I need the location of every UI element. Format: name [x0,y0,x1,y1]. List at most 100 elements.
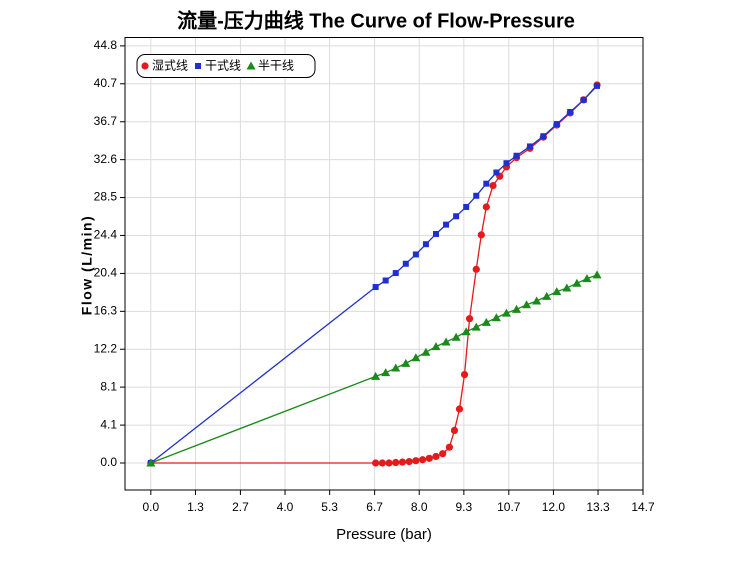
data-point [372,284,379,291]
data-point [405,458,413,466]
y-tick-label: 32.6 [94,152,118,166]
data-point [391,363,401,372]
data-point [580,96,587,103]
legend-label: 干式线 [205,59,241,73]
data-point [382,277,389,284]
data-point [371,371,381,380]
data-point [482,203,490,211]
x-tick-label: 9.3 [456,500,473,514]
x-axis-label: Pressure (bar) [336,526,432,543]
y-tick-label: 36.7 [94,114,118,128]
data-point [422,241,429,248]
legend-marker [141,62,149,70]
data-point [594,82,601,89]
x-tick-label: 10.7 [497,500,521,514]
data-point [433,230,440,237]
data-point [450,426,459,435]
data-point [471,322,481,331]
data-point [392,270,399,277]
data-point [451,332,461,341]
data-point [381,368,391,377]
data-point [472,265,480,273]
data-point [460,370,469,379]
data-point [501,308,511,317]
data-point [461,327,471,336]
y-tick-label: 44.8 [94,38,118,52]
x-tick-label: 5.3 [321,500,338,514]
x-tick-label: 1.3 [187,500,204,514]
x-tick-label: 14.7 [631,500,655,514]
series-line [150,85,598,464]
data-point [463,203,470,210]
data-point [562,283,572,292]
data-point [489,181,497,190]
y-tick-label: 16.3 [94,303,118,317]
legend-label: 半干线 [258,59,294,73]
data-point [443,221,450,228]
data-point [552,287,562,296]
legend-box [136,54,316,78]
data-point [418,456,427,464]
data-point [378,459,386,467]
y-tick-label: 4.1 [100,417,117,431]
x-tick-label: 6.7 [366,500,383,514]
data-point [477,231,485,239]
data-point [542,291,552,300]
data-point [522,300,532,309]
y-tick-label: 12.2 [94,341,118,355]
data-point [431,342,441,351]
data-point [526,143,533,150]
data-point [441,337,451,346]
data-point [402,260,409,267]
data-point [421,347,431,356]
data-point [398,458,407,466]
data-point [582,274,592,283]
data-point [491,313,501,322]
data-point [412,457,420,465]
x-tick-label: 13.3 [586,500,610,514]
data-point [592,270,602,279]
x-tick-label: 12.0 [542,500,566,514]
data-point [483,180,490,187]
data-point [146,458,156,467]
data-point [439,450,447,458]
data-point [401,358,411,367]
legend-marker [195,63,202,69]
data-point [412,251,419,258]
x-tick-label: 2.7 [232,500,249,514]
data-point [425,454,433,462]
data-point [572,278,582,287]
legend-label: 湿式线 [152,58,188,73]
data-point [445,443,454,451]
data-point [465,315,474,323]
data-point [372,459,380,467]
series-line [150,274,598,464]
data-point [567,108,574,115]
data-point [493,169,500,176]
y-tick-label: 24.4 [94,228,118,242]
x-tick-label: 0.0 [142,500,159,514]
y-tick-label: 40.7 [94,76,118,90]
x-tick-label: 4.0 [277,500,294,514]
data-point [513,152,520,159]
plot-frame [124,37,644,491]
series-line [150,84,598,464]
data-point [392,458,400,467]
data-point [553,121,560,128]
chart-title: 流量-压力曲线 The Curve of Flow-Pressure [177,8,575,32]
data-point [503,160,510,167]
data-point [432,452,440,461]
data-point [385,459,393,467]
y-tick-label: 0.0 [100,455,117,469]
x-tick-label: 8.0 [411,500,428,514]
data-point [455,405,464,413]
data-point [411,353,421,362]
data-point [473,192,480,199]
data-point [540,133,547,140]
data-point [532,296,542,305]
y-tick-label: 8.1 [100,379,117,393]
y-tick-label: 20.4 [94,266,118,280]
y-axis-label: Flow (L/min) [79,215,95,315]
y-tick-label: 28.5 [94,190,118,204]
